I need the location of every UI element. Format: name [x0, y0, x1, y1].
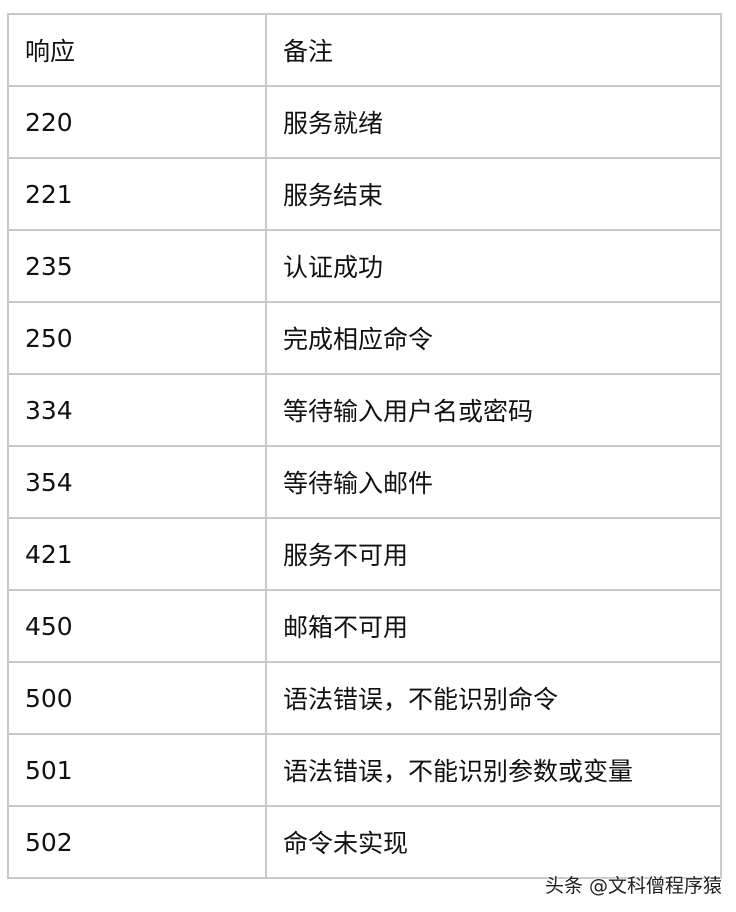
- note-cell: 等待输入用户名或密码: [265, 373, 722, 447]
- table-row: 250 完成相应命令: [7, 301, 722, 375]
- response-code-cell: 220: [7, 85, 267, 159]
- response-code-cell: 502: [7, 805, 267, 879]
- table-row: 421 服务不可用: [7, 517, 722, 591]
- header-note: 备注: [265, 13, 722, 87]
- header-row: 响应 备注: [7, 13, 722, 87]
- table-row: 354 等待输入邮件: [7, 445, 722, 519]
- table-row: 334 等待输入用户名或密码: [7, 373, 722, 447]
- response-code-cell: 221: [7, 157, 267, 231]
- note-cell: 认证成功: [265, 229, 722, 303]
- response-code-cell: 500: [7, 661, 267, 735]
- note-cell: 等待输入邮件: [265, 445, 722, 519]
- response-code-cell: 421: [7, 517, 267, 591]
- note-cell: 服务不可用: [265, 517, 722, 591]
- response-code-cell: 235: [7, 229, 267, 303]
- table-row: 502 命令未实现: [7, 805, 722, 879]
- note-cell: 语法错误，不能识别参数或变量: [265, 733, 722, 807]
- note-cell: 邮箱不可用: [265, 589, 722, 663]
- table-row: 450 邮箱不可用: [7, 589, 722, 663]
- table-row: 501 语法错误，不能识别参数或变量: [7, 733, 722, 807]
- note-cell: 语法错误，不能识别命令: [265, 661, 722, 735]
- watermark: 头条 @文科僧程序猿: [544, 875, 722, 897]
- smtp-response-table: 响应 备注 220 服务就绪 221 服务结束 235 认证成功 250 完成相应命令 334 等…: [7, 13, 722, 879]
- table-row: 235 认证成功: [7, 229, 722, 303]
- note-cell: 服务结束: [265, 157, 722, 231]
- note-cell: 服务就绪: [265, 85, 722, 159]
- response-code-cell: 354: [7, 445, 267, 519]
- response-code-cell: 450: [7, 589, 267, 663]
- table-row: 220 服务就绪: [7, 85, 722, 159]
- header-response: 响应: [7, 13, 267, 87]
- table-row: 500 语法错误，不能识别命令: [7, 661, 722, 735]
- response-code-cell: 250: [7, 301, 267, 375]
- table-row: 221 服务结束: [7, 157, 722, 231]
- note-cell: 命令未实现: [265, 805, 722, 879]
- response-code-cell: 501: [7, 733, 267, 807]
- response-code-cell: 334: [7, 373, 267, 447]
- note-cell: 完成相应命令: [265, 301, 722, 375]
